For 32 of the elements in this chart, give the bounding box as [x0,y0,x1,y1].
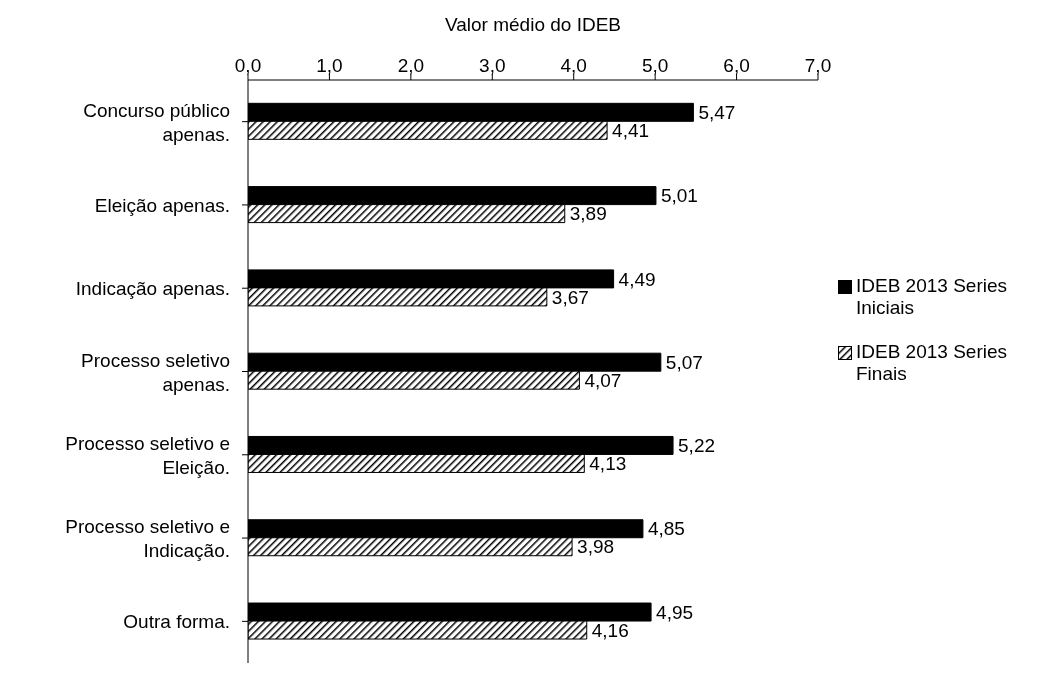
data-label: 4,07 [584,369,622,391]
y-tick-label: Outra forma. [123,610,230,632]
x-tick-label: 1,0 [316,55,343,76]
data-label: 4,13 [589,453,627,475]
data-label: 3,89 [569,203,607,225]
y-tick-label: Concurso público apenas. [83,99,230,145]
y-tick-label: Eleição apenas. [94,194,230,216]
legend-label: IDEB 2013 Series Finais [856,340,1009,385]
data-label: 4,41 [612,120,650,142]
data-label: 4,95 [656,601,694,623]
data-label: 4,49 [618,268,656,290]
x-axis-title: Valor médio do IDEB [444,14,622,36]
data-label: 3,98 [577,536,615,558]
x-tick-label: 3,0 [479,55,506,76]
data-label: 5,01 [660,185,698,207]
y-tick-label: Processo seletivo apenas. [81,349,230,394]
x-tick-label: 6,0 [723,55,750,76]
data-label: 4,85 [647,518,685,540]
x-tick-label: 7,0 [804,55,832,76]
x-tick-label: 4,0 [560,55,587,76]
data-label: 4,16 [591,619,629,641]
data-label: 3,67 [551,286,589,308]
x-tick-label: 5,0 [641,55,669,76]
x-tick-label: 0,0 [234,55,262,76]
x-tick-label: 2,0 [397,55,425,76]
data-label: 5,22 [678,435,716,457]
legend-label: IDEB 2013 Series Iniciais [856,274,1009,319]
y-tick-label: Indicação apenas. [75,277,230,299]
y-tick-label: Processo seletivo e Eleição. [65,432,230,478]
data-label: 5,07 [665,351,703,373]
y-tick-label: Processo seletivo e Indicação. [65,515,230,561]
data-label: 5,47 [698,102,736,124]
